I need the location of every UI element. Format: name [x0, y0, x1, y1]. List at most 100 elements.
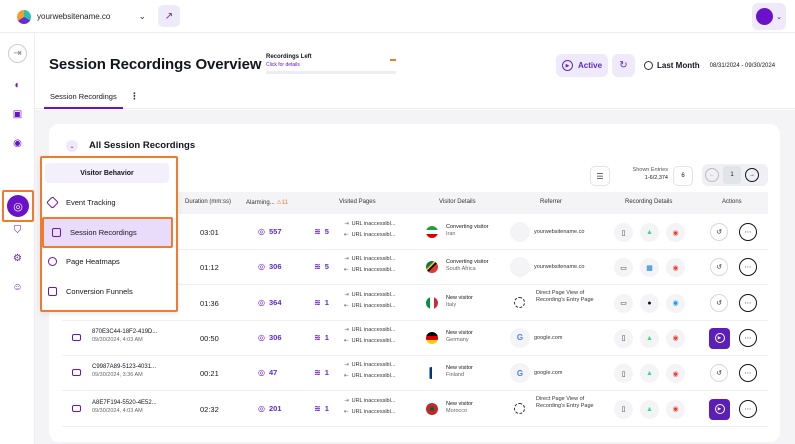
- duration: 03:01: [200, 228, 219, 237]
- replay-button[interactable]: ↺: [710, 293, 728, 312]
- current-page[interactable]: 1: [723, 166, 741, 184]
- collapse-sidebar-icon[interactable]: ⇥: [8, 44, 27, 63]
- table-row[interactable]: C9987A89-5123-4031... 09/30/2024, 3:36 AM…: [62, 356, 768, 392]
- replay-button[interactable]: ↺: [710, 364, 728, 383]
- more-options-button[interactable]: ⋯: [739, 328, 757, 347]
- entry-url: URL inaccessibl...: [351, 256, 396, 263]
- more-options-button[interactable]: ⋯: [739, 399, 757, 418]
- enter-icon: ⇥: [344, 397, 349, 404]
- layers-icon: ≋: [314, 332, 321, 342]
- exit-icon: ⇤: [344, 267, 349, 274]
- table-row[interactable]: 01:12 ◎ 306 ≋ 5 ⇥ URL inaccessibl... ⇤ URL inacc…: [62, 250, 768, 286]
- visitor-type: Converting visitor: [446, 259, 489, 266]
- tab-options-icon[interactable]: ⋮: [130, 91, 139, 101]
- play-recording-button[interactable]: ▶: [709, 327, 730, 349]
- gear-icon[interactable]: ⚙: [13, 253, 22, 264]
- exit-icon: ⇤: [344, 302, 349, 309]
- dashboard-icon[interactable]: ◐: [14, 80, 21, 91]
- desktop-icon: ▭: [614, 258, 633, 278]
- recording-id[interactable]: 870E3C44-18F2-419D...: [92, 328, 158, 335]
- menu-item-event-tracking[interactable]: Event Tracking: [46, 192, 116, 212]
- col-actions[interactable]: Actions: [722, 199, 742, 205]
- menu-item-session-recordings[interactable]: [42, 217, 173, 248]
- android-icon: ▲: [640, 223, 659, 242]
- date-range-label: Last Month: [657, 61, 700, 70]
- mobile-icon: ▯: [614, 364, 633, 384]
- direct-visit-icon: [514, 402, 525, 414]
- recording-id[interactable]: C9987A89-5123-4031...: [92, 364, 157, 371]
- entry-url: URL inaccessibl...: [351, 397, 396, 404]
- table-row[interactable]: 01:36 ◎ 364 ≋ 1 ⇥ URL inaccessibl... ⇤ URL inacc…: [62, 286, 768, 321]
- country-flag-icon: [426, 367, 438, 380]
- alarming-value: 47: [268, 368, 278, 378]
- direct-visit-icon: [514, 296, 525, 308]
- country-flag-icon: [426, 226, 438, 238]
- tab-session-recordings[interactable]: Session Recordings: [44, 86, 123, 109]
- visitor-type: New visitor: [446, 365, 473, 372]
- page-size-select[interactable]: 6: [673, 166, 693, 186]
- entry-url: URL inaccessibl...: [351, 326, 396, 333]
- signal-icon[interactable]: ◉: [13, 138, 22, 149]
- chrome-icon: ◉: [666, 399, 685, 419]
- table-row[interactable]: A8E7F194-5520-4E52... 09/30/2024, 4:03 AM…: [62, 392, 768, 427]
- visited-pages-count: 1: [324, 368, 329, 378]
- menu-item-label: Event Tracking: [66, 197, 116, 207]
- enter-icon: ⇥: [344, 362, 349, 369]
- apple-icon: ●: [640, 293, 659, 313]
- more-options-button[interactable]: ⋯: [739, 293, 757, 312]
- date-range-picker[interactable]: Last Month 08/31/2024 - 09/30/2024: [640, 54, 788, 77]
- chat-icon[interactable]: ▭: [12, 196, 23, 207]
- menu-item-conversion-funnels[interactable]: Conversion Funnels: [48, 281, 133, 301]
- refresh-button[interactable]: ↻: [612, 54, 635, 77]
- filter-button[interactable]: ☰: [590, 166, 610, 186]
- recording-icon: [72, 404, 81, 412]
- active-status-button[interactable]: ▶ Active: [556, 54, 608, 77]
- col-referrer[interactable]: Referrer: [540, 199, 563, 205]
- tab-bar: Session Recordings ⋮: [35, 86, 795, 109]
- account-menu[interactable]: ⌄: [752, 3, 786, 30]
- col-alarming[interactable]: Alarming... ⚠11: [246, 199, 288, 206]
- recording-date: 09/30/2024, 4:03 AM: [92, 336, 143, 343]
- recording-id[interactable]: A8E7F194-5520-4E52...: [92, 399, 157, 406]
- visitor-country: Morocco: [446, 407, 468, 414]
- more-options-button[interactable]: ⋯: [739, 223, 757, 241]
- website-selector[interactable]: yourwebsitename.co ⌄: [11, 6, 152, 27]
- replay-button[interactable]: ↺: [710, 258, 728, 277]
- replay-button[interactable]: ↺: [710, 223, 728, 241]
- entry-url: URL inaccessibl...: [351, 362, 396, 369]
- menu-header: Visitor Behavior: [45, 163, 169, 183]
- top-bar: yourwebsitename.co ⌄ ↗ ⌄: [0, 0, 795, 33]
- shield-icon[interactable]: ⛉: [13, 225, 22, 236]
- visited-pages-count: 1: [324, 332, 329, 342]
- next-page-button[interactable]: →: [745, 168, 759, 182]
- chevron-down-icon[interactable]: ⌄: [66, 140, 78, 152]
- more-options-button[interactable]: ⋯: [739, 258, 757, 277]
- previous-page-button[interactable]: ←: [705, 168, 719, 182]
- col-visited-pages[interactable]: Visited Pages: [339, 199, 376, 205]
- play-recording-button[interactable]: ▶: [709, 398, 730, 420]
- col-recording-details[interactable]: Recording Details: [625, 199, 673, 205]
- table-row[interactable]: 870E3C44-18F2-419D... 09/30/2024, 4:03 AM…: [62, 321, 768, 356]
- safari-icon: ◉: [666, 293, 685, 313]
- recordings-left-link[interactable]: Click for details: [266, 62, 300, 68]
- visitor-type: New visitor: [446, 329, 473, 336]
- more-options-button[interactable]: ⋯: [739, 364, 757, 383]
- sliders-icon: ☰: [596, 171, 604, 181]
- recording-date: 09/30/2024, 4:03 AM: [92, 407, 143, 414]
- visitor-behavior-nav[interactable]: ◎: [2, 190, 34, 222]
- layers-icon: ≋: [314, 297, 321, 307]
- open-external-button[interactable]: ↗: [158, 5, 180, 27]
- menu-item-page-heatmaps[interactable]: Page Heatmaps: [48, 251, 120, 271]
- inbox-icon[interactable]: ▣: [12, 109, 23, 120]
- layers-icon: ≋: [314, 368, 321, 378]
- user-icon[interactable]: ☺: [12, 282, 23, 293]
- visited-pages-count: 5: [324, 262, 329, 272]
- table-row[interactable]: 03:01 ◎ 557 ≋ 5 ⇥ URL inaccessibl... ⇤ URL inacc…: [62, 215, 768, 250]
- alarm-signal-icon: ◎: [258, 297, 265, 307]
- menu-item-session-recordings-content[interactable]: Session Recordings: [52, 222, 137, 242]
- visitor-country: Germany: [446, 336, 469, 343]
- visitor-country: Finland: [446, 372, 465, 379]
- recordings-left[interactable]: Recordings Left Click for details: [266, 54, 396, 74]
- col-visitor-details[interactable]: Visitor Details: [439, 199, 476, 205]
- col-duration[interactable]: Duration (mm:ss): [185, 199, 232, 205]
